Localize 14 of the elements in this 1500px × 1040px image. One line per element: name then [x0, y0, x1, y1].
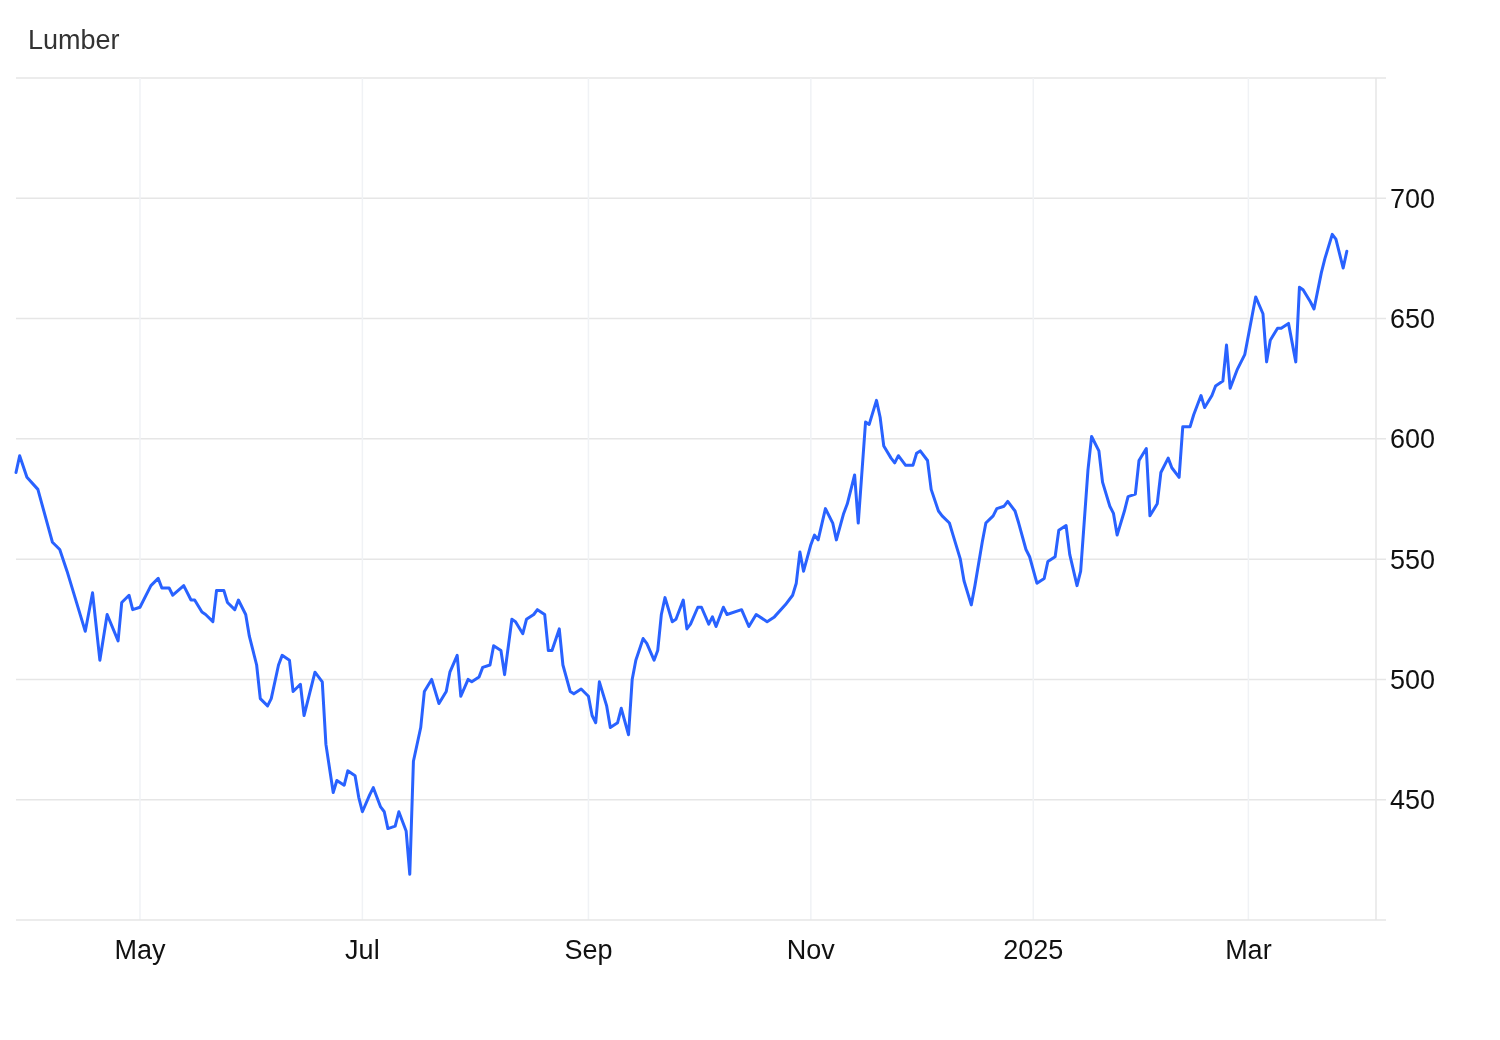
- y-tick-label: 600: [1390, 424, 1436, 455]
- x-tick-label: Mar: [1225, 935, 1272, 965]
- x-tick-label: Jul: [345, 935, 380, 965]
- y-tick-label: 700: [1390, 183, 1436, 214]
- x-tick-label: Nov: [786, 935, 836, 965]
- y-tick-label: 500: [1390, 664, 1436, 695]
- y-tick-label: 450: [1390, 785, 1436, 816]
- x-tick-label: Sep: [564, 935, 613, 965]
- chart-title: Lumber: [28, 25, 120, 55]
- line-series: [14, 232, 1349, 876]
- x-tick-label: 2025: [1003, 935, 1064, 965]
- x-tick-label: May: [114, 935, 166, 965]
- y-tick-label: 650: [1390, 304, 1436, 335]
- y-tick-label: 550: [1390, 544, 1436, 575]
